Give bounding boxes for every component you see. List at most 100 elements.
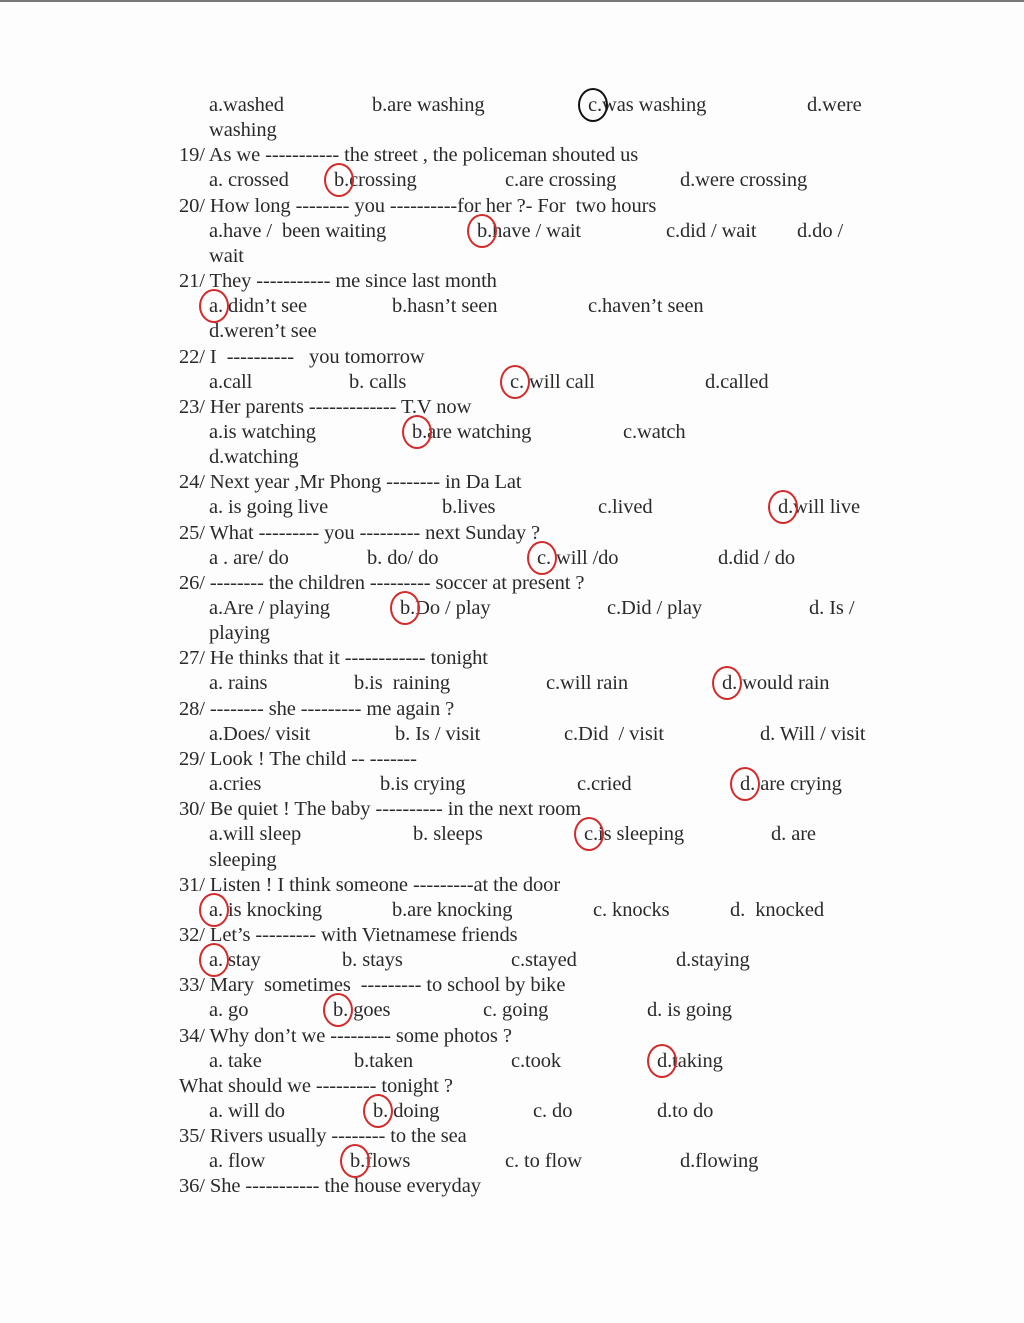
answer-option: b.are washing	[372, 94, 485, 116]
answer-option: a. flow	[209, 1150, 266, 1173]
question-text: 31/ Listen ! I think someone ---------at…	[179, 873, 561, 896]
answer-option: d.flowing	[680, 1150, 759, 1173]
option-continuation: d.watching	[209, 446, 299, 469]
answer-circle-mark	[323, 993, 353, 1028]
answer-option: b.is raining	[354, 672, 451, 695]
option-continuation: wait	[209, 244, 244, 267]
question-text: What should we --------- tonight ?	[179, 1074, 453, 1097]
answer-option: b.lives	[442, 496, 496, 519]
question-text: 36/ She ----------- the house everyday	[179, 1175, 481, 1198]
answer-option: c. going	[483, 999, 549, 1022]
answer-circle-mark	[467, 213, 497, 248]
question-text: 34/ Why don’t we --------- some photos ?	[179, 1024, 512, 1047]
answer-option: b. sleeps	[413, 823, 483, 846]
question-text: 23/ Her parents ------------- T.V now	[179, 395, 472, 418]
answer-option: d. Is /	[809, 597, 855, 619]
answer-option: c.watch	[623, 420, 686, 443]
answer-option: a.is watching	[209, 420, 316, 443]
answer-option: c.Did / visit	[564, 722, 664, 745]
answer-option: c.took	[511, 1049, 562, 1072]
answer-option: b.are knocking	[392, 898, 513, 921]
answer-option: d.do /	[797, 219, 844, 242]
answer-option: b. do/ do	[367, 546, 439, 569]
answer-option: c. knocks	[593, 898, 670, 921]
answer-option: d.did / do	[718, 546, 796, 569]
question-text: 35/ Rivers usually -------- to the sea	[179, 1125, 467, 1148]
option-continuation: playing	[209, 622, 270, 645]
answer-option: b.is crying	[380, 773, 466, 796]
option-continuation: d.weren’t see	[209, 320, 317, 343]
answer-option: c.did / wait	[666, 219, 757, 242]
answer-circle-mark	[199, 289, 229, 324]
question-text: 27/ He thinks that it ------------ tonig…	[179, 647, 488, 670]
answer-circle-mark	[647, 1043, 677, 1078]
answer-circle-mark	[363, 1094, 393, 1128]
answer-circle-mark	[768, 490, 798, 525]
question-text: 28/ -------- she --------- me again ?	[179, 697, 455, 720]
answer-option: a.call	[209, 370, 253, 393]
question-text: 32/ Let’s --------- with Vietnamese frie…	[179, 923, 518, 946]
answer-circle-mark	[199, 943, 229, 978]
answer-option: a . are/ do	[209, 546, 289, 569]
page-edge	[0, 0, 1024, 2]
answer-option: c.haven’t seen	[588, 295, 704, 318]
answer-circle-mark	[402, 414, 432, 449]
answer-option: d.were crossing	[680, 169, 808, 192]
question-text: 24/ Next year ,Mr Phong -------- in Da L…	[179, 471, 522, 494]
answer-option: c.cried	[577, 773, 632, 796]
answer-option: a.cries	[209, 773, 262, 796]
answer-option: a. crossed	[209, 169, 289, 192]
answer-option: c.lived	[598, 496, 653, 519]
answer-circle-mark	[578, 88, 608, 122]
question-text: 22/ I ---------- you tomorrow	[179, 345, 425, 368]
answer-option: a.washed	[209, 94, 284, 116]
question-text: 26/ -------- the children --------- socc…	[179, 571, 585, 594]
answer-circle-mark	[527, 540, 557, 575]
answer-option: a. rains	[209, 672, 268, 695]
answer-option: a.Are / playing	[209, 597, 330, 619]
answer-option: d.were	[807, 94, 862, 116]
answer-option: c.are crossing	[505, 169, 617, 192]
answer-option: c.will rain	[546, 672, 629, 695]
question-text: 33/ Mary sometimes --------- to school b…	[179, 974, 566, 997]
answer-option: d. are	[771, 823, 816, 846]
answer-circle-mark	[340, 1144, 370, 1179]
answer-option: b. Is / visit	[395, 722, 481, 745]
answer-circle-mark	[730, 767, 760, 802]
answer-option: b. stays	[342, 949, 403, 972]
question-text: 25/ What --------- you --------- next Su…	[179, 521, 541, 544]
answer-option: d.staying	[676, 949, 750, 972]
answer-option: d. is going	[647, 999, 732, 1022]
answer-option: a.Does/ visit	[209, 722, 311, 745]
question-text: 20/ How long -------- you ----------for …	[179, 194, 657, 217]
answer-circle-mark	[324, 163, 354, 198]
answer-option: c. do	[533, 1100, 573, 1122]
answer-option: a.will sleep	[209, 823, 302, 846]
answer-option: c. to flow	[505, 1150, 582, 1173]
question-text: 21/ They ----------- me since last month	[179, 270, 497, 293]
answer-option: a. will do	[209, 1100, 285, 1122]
answer-option: d. Will / visit	[760, 722, 866, 745]
answer-option: b.taken	[354, 1049, 414, 1072]
answer-option: d.called	[705, 370, 769, 393]
option-continuation: sleeping	[209, 848, 277, 871]
answer-option: a. take	[209, 1049, 262, 1072]
answer-option: b.hasn’t seen	[392, 295, 498, 318]
question-text: 19/ As we ----------- the street , the p…	[179, 144, 639, 167]
answer-circle-mark	[390, 591, 420, 625]
answer-option: a. go	[209, 999, 249, 1022]
answer-circle-mark	[712, 666, 742, 701]
answer-option: a.have / been waiting	[209, 219, 387, 242]
question-text: 30/ Be quiet ! The baby ---------- in th…	[179, 798, 582, 821]
answer-option: c.stayed	[511, 949, 577, 972]
answer-option: d.to do	[657, 1100, 714, 1122]
answer-circle-mark	[199, 892, 229, 927]
answer-circle-mark	[500, 364, 530, 399]
question-text: 29/ Look ! The child -- -------	[179, 747, 417, 770]
answer-option: b.crossing	[334, 169, 417, 192]
answer-circle-mark	[574, 817, 604, 852]
answer-option: d. knocked	[730, 898, 824, 921]
option-continuation: washing	[209, 119, 277, 142]
answer-option: a. is going live	[209, 496, 329, 519]
answer-option: c.Did / play	[607, 597, 703, 619]
